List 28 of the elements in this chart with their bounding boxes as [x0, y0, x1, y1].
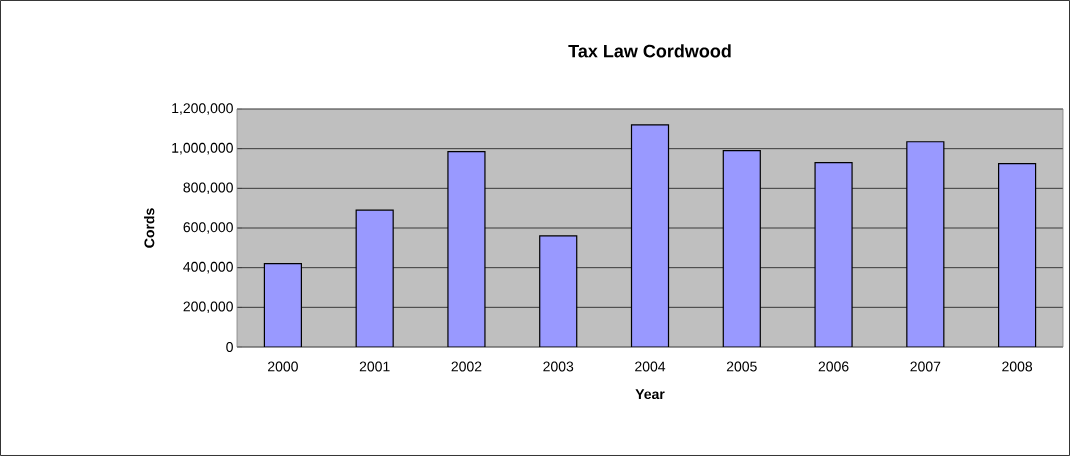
x-tick-label: 2001: [359, 361, 390, 372]
bar: [998, 162, 1037, 347]
x-tick-label: 2008: [1002, 361, 1033, 372]
x-tick-label: 2003: [543, 361, 574, 372]
x-tick-label: 2000: [268, 361, 298, 372]
x-tick-label: 2004: [635, 361, 666, 372]
x-tick-label: 2002: [451, 361, 482, 372]
y-tick-label: 1,000,000: [172, 142, 233, 155]
y-tick-label: 0: [226, 342, 233, 352]
y-tick-label: 200,000: [183, 301, 233, 314]
y-tick-label: 800,000: [183, 182, 233, 195]
y-axis-title: Cords: [144, 208, 155, 248]
bar: [447, 151, 486, 347]
chart-title: Tax Law Cordwood: [568, 44, 731, 58]
bar: [814, 161, 853, 347]
x-axis-title: Year: [635, 389, 665, 400]
bar: [263, 263, 302, 347]
bar: [630, 124, 670, 347]
y-tick-label: 600,000: [183, 222, 233, 234]
bar: [355, 209, 394, 347]
bar: [722, 150, 761, 347]
x-tick-label: 2006: [818, 361, 849, 372]
y-tick-label: 1,200,000: [172, 103, 233, 115]
x-tick-label: 2007: [910, 361, 941, 372]
bar: [906, 141, 945, 347]
y-tick-label: 400,000: [183, 261, 233, 274]
bar: [539, 235, 578, 347]
x-tick-label: 2005: [726, 361, 757, 372]
